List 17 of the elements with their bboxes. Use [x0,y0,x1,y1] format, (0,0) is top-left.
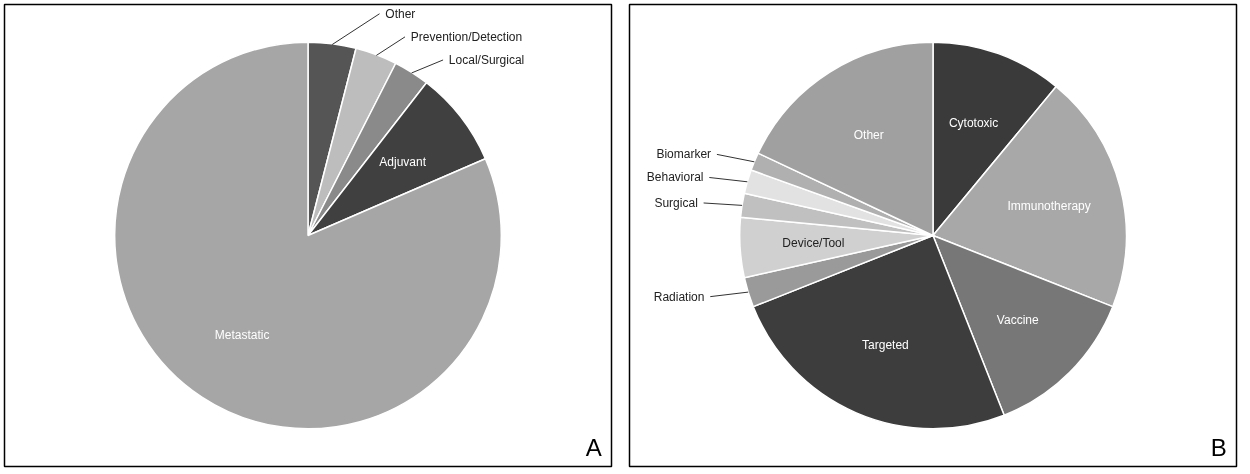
slice-label: Adjuvant [379,155,427,170]
text: B [1210,433,1227,461]
slice-label: Local/Surgical [448,52,525,67]
slice-label: Targeted [862,338,909,353]
slice-label: Biomarker [656,147,712,162]
slice-label: Surgical [654,195,698,210]
slice-label: Behavioral [646,170,704,185]
text: A [585,433,602,461]
slice-label: Other [853,127,884,142]
slice-label: Immunotherapy [1007,198,1091,213]
slice-label: Device/Tool [782,235,845,250]
slice-label: Vaccine [996,312,1039,327]
slice-label: Other [385,6,416,21]
slice-label: Prevention/Detection [410,29,523,44]
slice-label: Radiation [653,289,705,304]
slice-label: Cytotoxic [948,116,999,131]
slice-label: Metastatic [214,328,270,343]
